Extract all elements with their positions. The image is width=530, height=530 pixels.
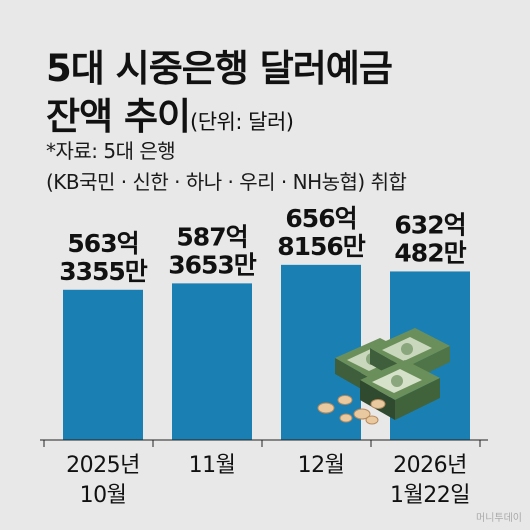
value-label-0-0: 563억 (67, 229, 138, 258)
value-label-0-1: 3355만 (59, 257, 148, 286)
money-stack-illustration (317, 328, 450, 425)
source-note: *자료: 5대 은행 (46, 139, 176, 163)
x-label-3-1: 1월22일 (390, 483, 470, 508)
value-label-2-1: 8156만 (277, 232, 366, 261)
value-label-1-0: 587억 (176, 222, 247, 251)
x-label-0-1: 10월 (80, 483, 127, 508)
publisher-watermark: 머니투데이 (476, 513, 522, 524)
x-label-0-0: 2025년 (66, 453, 140, 478)
bar-1 (172, 283, 252, 440)
x-axis-labels: 2025년 10월 11월 12월 2026년 1월22일 (66, 453, 470, 508)
chart-title-line2: 잔액 추이(단위: 달러) (46, 86, 294, 140)
x-label-1-0: 11월 (189, 453, 236, 478)
x-label-3-0: 2026년 (393, 453, 467, 478)
x-label-2-0: 12월 (298, 453, 345, 478)
x-axis-ticks (43, 440, 481, 447)
bar-0 (63, 289, 143, 440)
chart-title-line1: 5대 시중은행 달러예금 (46, 47, 393, 90)
value-label-3-0: 632억 (394, 210, 465, 239)
value-label-2-0: 656억 (285, 204, 356, 233)
value-label-3-1: 482만 (394, 238, 466, 267)
chart-title-line2-text: 잔액 추이 (46, 95, 191, 138)
unit-label: (단위: 달러) (190, 110, 294, 134)
value-label-1-1: 3653만 (168, 250, 257, 279)
source-detail-note: (KB국민 · 신한 · 하나 · 우리 · NH농협) 취합 (46, 170, 407, 194)
